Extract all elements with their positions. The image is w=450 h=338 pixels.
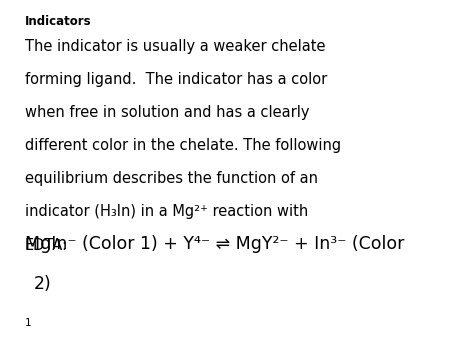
Text: The indicator is usually a weaker chelate: The indicator is usually a weaker chelat… (25, 39, 325, 54)
Text: indicator (H₃In) in a Mg²⁺ reaction with: indicator (H₃In) in a Mg²⁺ reaction with (25, 204, 308, 219)
Text: Indicators: Indicators (25, 15, 91, 28)
Text: forming ligand.  The indicator has a color: forming ligand. The indicator has a colo… (25, 72, 327, 87)
Text: when free in solution and has a clearly: when free in solution and has a clearly (25, 105, 309, 120)
Text: MgIn⁻ (Color 1) + Y⁴⁻ ⇌ MgY²⁻ + In³⁻ (Color: MgIn⁻ (Color 1) + Y⁴⁻ ⇌ MgY²⁻ + In³⁻ (Co… (25, 235, 404, 253)
Text: 1: 1 (25, 318, 32, 328)
Text: EDTA:: EDTA: (25, 238, 68, 252)
Text: different color in the chelate. The following: different color in the chelate. The foll… (25, 138, 341, 153)
Text: equilibrium describes the function of an: equilibrium describes the function of an (25, 171, 318, 186)
Text: 2): 2) (34, 275, 51, 293)
